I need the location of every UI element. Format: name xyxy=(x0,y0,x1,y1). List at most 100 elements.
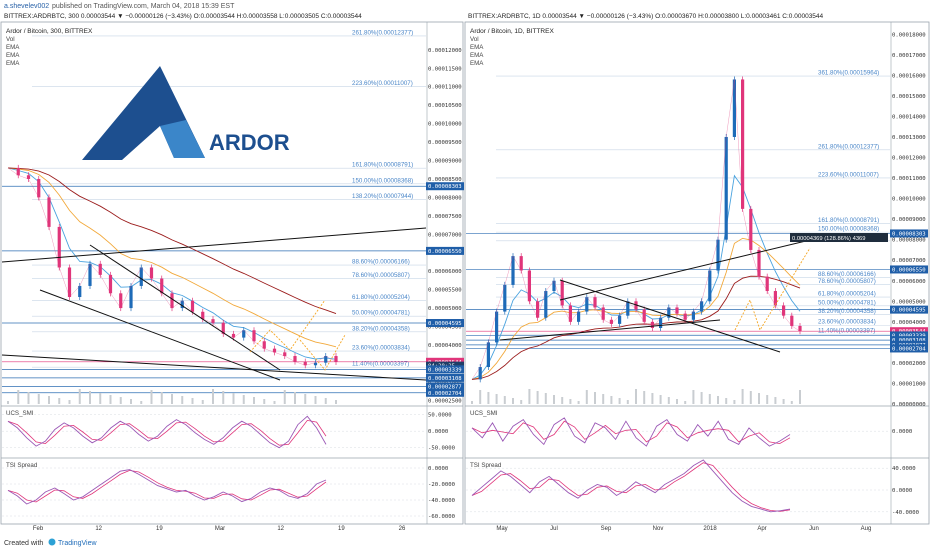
trendline xyxy=(559,279,781,353)
candle-body xyxy=(252,330,256,342)
author-link[interactable]: a.shevelev002 xyxy=(4,3,49,10)
projection-arrow xyxy=(299,334,346,371)
candle-body xyxy=(536,301,540,318)
volume-bar xyxy=(471,401,473,404)
candle-body xyxy=(47,197,51,227)
left-tsi-oscillator-pane: TSI Spread 0.0000 -20.0000 -40.0000 -60.0000 xyxy=(2,462,455,520)
candle-body xyxy=(757,249,761,277)
fib-level-label: 161.80%(0.00008791) xyxy=(818,217,879,224)
volume-bar xyxy=(27,392,30,404)
x-tick-label: Sep xyxy=(601,526,612,532)
y-tick-label: 0.0000 xyxy=(428,429,448,435)
x-tick-label: Aug xyxy=(861,526,872,532)
volume-bar xyxy=(758,393,760,404)
y-tick-label: 0.0000 xyxy=(892,429,912,435)
trendline xyxy=(1,227,427,263)
y-tick-label: 0.00002500 xyxy=(428,398,462,404)
oscillator-label: UCS_SMI xyxy=(6,410,34,417)
candle-body xyxy=(741,79,745,209)
candle-body xyxy=(527,270,531,302)
candle-body xyxy=(560,280,564,306)
fib-level-label: 223.60%(0.00011007) xyxy=(352,80,413,87)
volume-bar xyxy=(741,389,744,404)
candle-body xyxy=(659,317,663,328)
y-tick-label: 0.00005500 xyxy=(428,288,462,294)
candle-body xyxy=(503,284,507,312)
oscillator-line xyxy=(7,469,327,505)
volume-bar xyxy=(643,391,646,404)
y-tick-label: 0.00012000 xyxy=(428,48,462,54)
published-text: published on TradingView.com, March 04, … xyxy=(52,3,235,10)
candle-body xyxy=(552,280,556,292)
candle-body xyxy=(108,274,113,294)
tradingview-brand[interactable]: TradingView xyxy=(58,540,97,547)
fib-level-label: 261.80%(0.00012377) xyxy=(352,29,413,36)
volume-bar xyxy=(171,394,173,404)
y-tick-label: 0.00005000 xyxy=(428,306,462,312)
x-tick-label: 12 xyxy=(277,526,284,532)
fib-level-label: 61.80%(0.00005204) xyxy=(352,294,410,301)
fib-level-label: 150.00%(0.00008368) xyxy=(352,177,413,184)
candle-body xyxy=(683,313,687,320)
y-tick-label: -20.0000 xyxy=(428,482,455,488)
x-tick-label: Mar xyxy=(215,526,225,532)
indicator-label: EMA xyxy=(6,60,20,67)
y-tick-label: 0.00015000 xyxy=(892,94,926,100)
candle-body xyxy=(585,297,589,312)
volume-bar xyxy=(561,397,564,404)
price-badge xyxy=(426,382,464,391)
candle-body xyxy=(57,226,61,268)
volume-bar xyxy=(37,394,40,404)
y-tick-label: 0.00010000 xyxy=(428,122,462,128)
candle-body xyxy=(170,293,174,309)
candle-body xyxy=(495,311,499,343)
candle-body xyxy=(601,307,605,320)
volume-bar xyxy=(160,392,163,404)
volume-bar xyxy=(273,401,276,404)
measure-label: 0.00004369 (128.86%) 4369 xyxy=(792,236,866,242)
y-tick-label: 0.00008000 xyxy=(892,238,926,244)
volume-bar xyxy=(782,399,785,404)
volume-bar xyxy=(212,389,214,404)
price-badge-label: 0.00006550 xyxy=(428,249,462,255)
price-badge-label: 0.00002877 xyxy=(428,384,462,390)
fib-level-label: 150.00%(0.00008368) xyxy=(818,226,879,233)
volume-bar xyxy=(17,390,20,404)
fib-level-label: 50.00%(0.00004781) xyxy=(352,310,410,317)
volume-bar xyxy=(585,390,588,404)
y-tick-label: 0.00001000 xyxy=(892,381,926,387)
volume-bar xyxy=(708,394,711,404)
candle-body xyxy=(765,276,769,292)
candle-body xyxy=(642,309,646,322)
x-tick-label: Apr xyxy=(757,526,766,532)
candle-body xyxy=(486,342,490,368)
y-tick-label: 0.00007000 xyxy=(892,258,926,264)
volume-bar xyxy=(201,400,204,404)
candle-body xyxy=(626,301,630,316)
volume-bar xyxy=(577,401,580,404)
candle-body xyxy=(782,305,786,316)
y-tick-label: 0.00009500 xyxy=(428,140,462,146)
y-tick-label: 0.00016000 xyxy=(892,73,926,79)
x-tick-label: Nov xyxy=(653,526,664,532)
fib-level-label: 138.20%(0.00007944) xyxy=(352,193,413,200)
indicator-label: EMA xyxy=(470,44,484,51)
price-badge-label: 0.00003108 xyxy=(428,376,462,382)
y-tick-label: 0.00004000 xyxy=(428,343,462,349)
price-badge xyxy=(890,265,928,274)
candle-body xyxy=(78,285,82,298)
x-tick-label: 12 xyxy=(95,526,102,532)
indicator-label: Vol xyxy=(6,36,15,43)
candle-body xyxy=(798,325,802,332)
candle-body xyxy=(283,352,287,357)
y-tick-label: 0.00004000 xyxy=(892,320,926,326)
y-tick-label: -40.0000 xyxy=(892,510,919,516)
price-path-line xyxy=(471,79,801,380)
candle-body xyxy=(211,319,215,323)
indicator-label: Vol xyxy=(470,36,479,43)
volume-bar xyxy=(553,395,555,404)
fib-level-label: 38.20%(0.00004358) xyxy=(818,308,876,315)
price-badge-label: 0.00006550 xyxy=(892,267,926,273)
oscillator-signal-line xyxy=(471,420,791,445)
